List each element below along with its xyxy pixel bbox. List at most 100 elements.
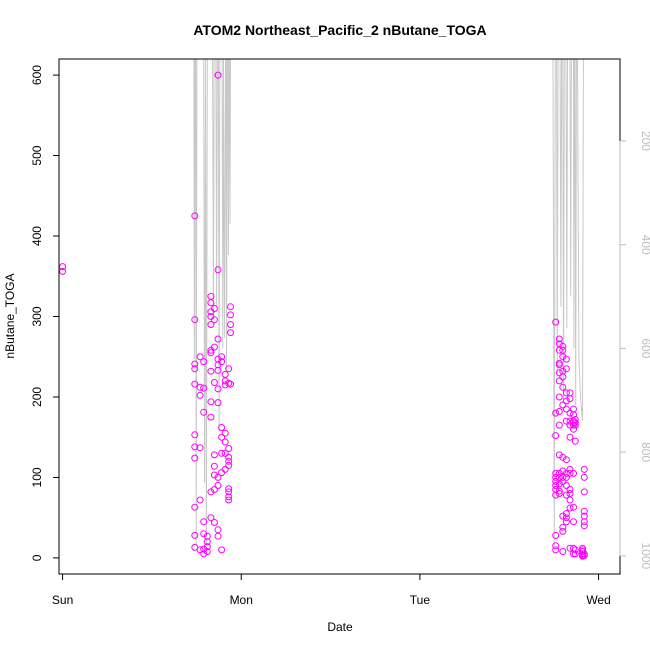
x-tick-label: Sun xyxy=(52,593,73,607)
data-point xyxy=(566,490,574,497)
data-point xyxy=(552,482,560,489)
data-point xyxy=(559,373,567,381)
data-point xyxy=(562,365,570,373)
data-point xyxy=(200,384,208,392)
data-point xyxy=(552,432,560,440)
data-point xyxy=(559,527,567,535)
data-point xyxy=(570,405,577,413)
data-point xyxy=(191,454,199,462)
y-tick-label: 300 xyxy=(30,306,44,326)
data-point xyxy=(570,469,577,477)
x-tick-label: Mon xyxy=(230,593,253,607)
data-point xyxy=(562,514,570,522)
data-point xyxy=(580,552,588,559)
data-point xyxy=(552,542,560,550)
data-point xyxy=(552,409,560,417)
data-point xyxy=(552,473,560,481)
data-point xyxy=(203,543,211,551)
data-point xyxy=(191,431,199,439)
data-point xyxy=(191,360,199,368)
data-point xyxy=(580,465,588,473)
data-point xyxy=(218,424,226,431)
data-point xyxy=(570,425,577,433)
data-point xyxy=(207,398,215,406)
data-point xyxy=(207,514,215,522)
data-point xyxy=(566,486,574,493)
data-point xyxy=(207,488,215,496)
data-point xyxy=(196,444,204,452)
data-point xyxy=(562,417,570,425)
data-point xyxy=(562,491,570,499)
data-point xyxy=(207,367,215,375)
data-point xyxy=(203,538,211,546)
data-point xyxy=(225,461,233,469)
data-point xyxy=(210,519,218,526)
data-point xyxy=(552,478,560,485)
data-point xyxy=(559,383,567,391)
data-point xyxy=(210,316,218,324)
data-point xyxy=(566,433,574,441)
data-point xyxy=(559,548,567,555)
data-point xyxy=(559,478,567,485)
y-axis-label: nButane_TOGA xyxy=(3,273,17,358)
data-point xyxy=(210,462,218,470)
data-point xyxy=(200,358,208,366)
data-point xyxy=(221,377,229,385)
data-point xyxy=(566,389,574,397)
data-point xyxy=(562,397,570,405)
data-point xyxy=(580,507,588,515)
data-point xyxy=(552,531,560,539)
data-point xyxy=(210,343,218,351)
data-point xyxy=(566,469,574,477)
data-point xyxy=(555,490,563,497)
plot-frame xyxy=(58,58,621,575)
data-point xyxy=(221,381,229,389)
right-tick-label: 1000 xyxy=(639,542,650,569)
data-point xyxy=(562,518,570,526)
data-point xyxy=(562,456,570,464)
data-point xyxy=(559,453,567,461)
data-point xyxy=(562,389,570,397)
data-point xyxy=(571,550,579,558)
data-point xyxy=(196,391,204,399)
data-point xyxy=(191,503,199,511)
right-tick-label: 200 xyxy=(639,131,650,151)
data-point xyxy=(555,346,563,354)
data-point xyxy=(559,353,567,361)
data-point xyxy=(218,469,226,477)
data-point xyxy=(559,401,567,409)
data-point xyxy=(191,365,199,373)
x-tick-label: Wed xyxy=(586,593,610,607)
y-tick-label: 200 xyxy=(30,387,44,407)
data-point xyxy=(225,445,233,452)
data-point xyxy=(207,413,215,421)
data-point xyxy=(191,531,199,539)
data-point xyxy=(555,421,563,429)
data-point xyxy=(555,480,563,488)
data-point xyxy=(200,408,208,416)
data-point xyxy=(218,433,226,441)
right-series-line xyxy=(193,58,584,546)
data-point xyxy=(214,399,222,407)
data-points xyxy=(59,71,588,560)
data-point xyxy=(191,380,199,388)
data-point xyxy=(225,457,233,465)
data-point xyxy=(221,465,229,473)
data-point xyxy=(214,71,222,79)
data-point xyxy=(571,437,579,445)
x-tick-label: Tue xyxy=(410,593,431,607)
data-point xyxy=(227,380,234,388)
data-point xyxy=(214,266,222,274)
data-point xyxy=(566,504,574,512)
data-point xyxy=(566,409,574,417)
data-point xyxy=(562,482,570,489)
data-point xyxy=(571,546,579,554)
data-point xyxy=(218,546,226,554)
data-point xyxy=(200,550,208,558)
y-tick-label: 500 xyxy=(30,145,44,165)
data-point xyxy=(59,267,67,275)
data-point xyxy=(571,419,579,427)
data-point xyxy=(207,349,215,357)
data-point xyxy=(214,526,222,534)
